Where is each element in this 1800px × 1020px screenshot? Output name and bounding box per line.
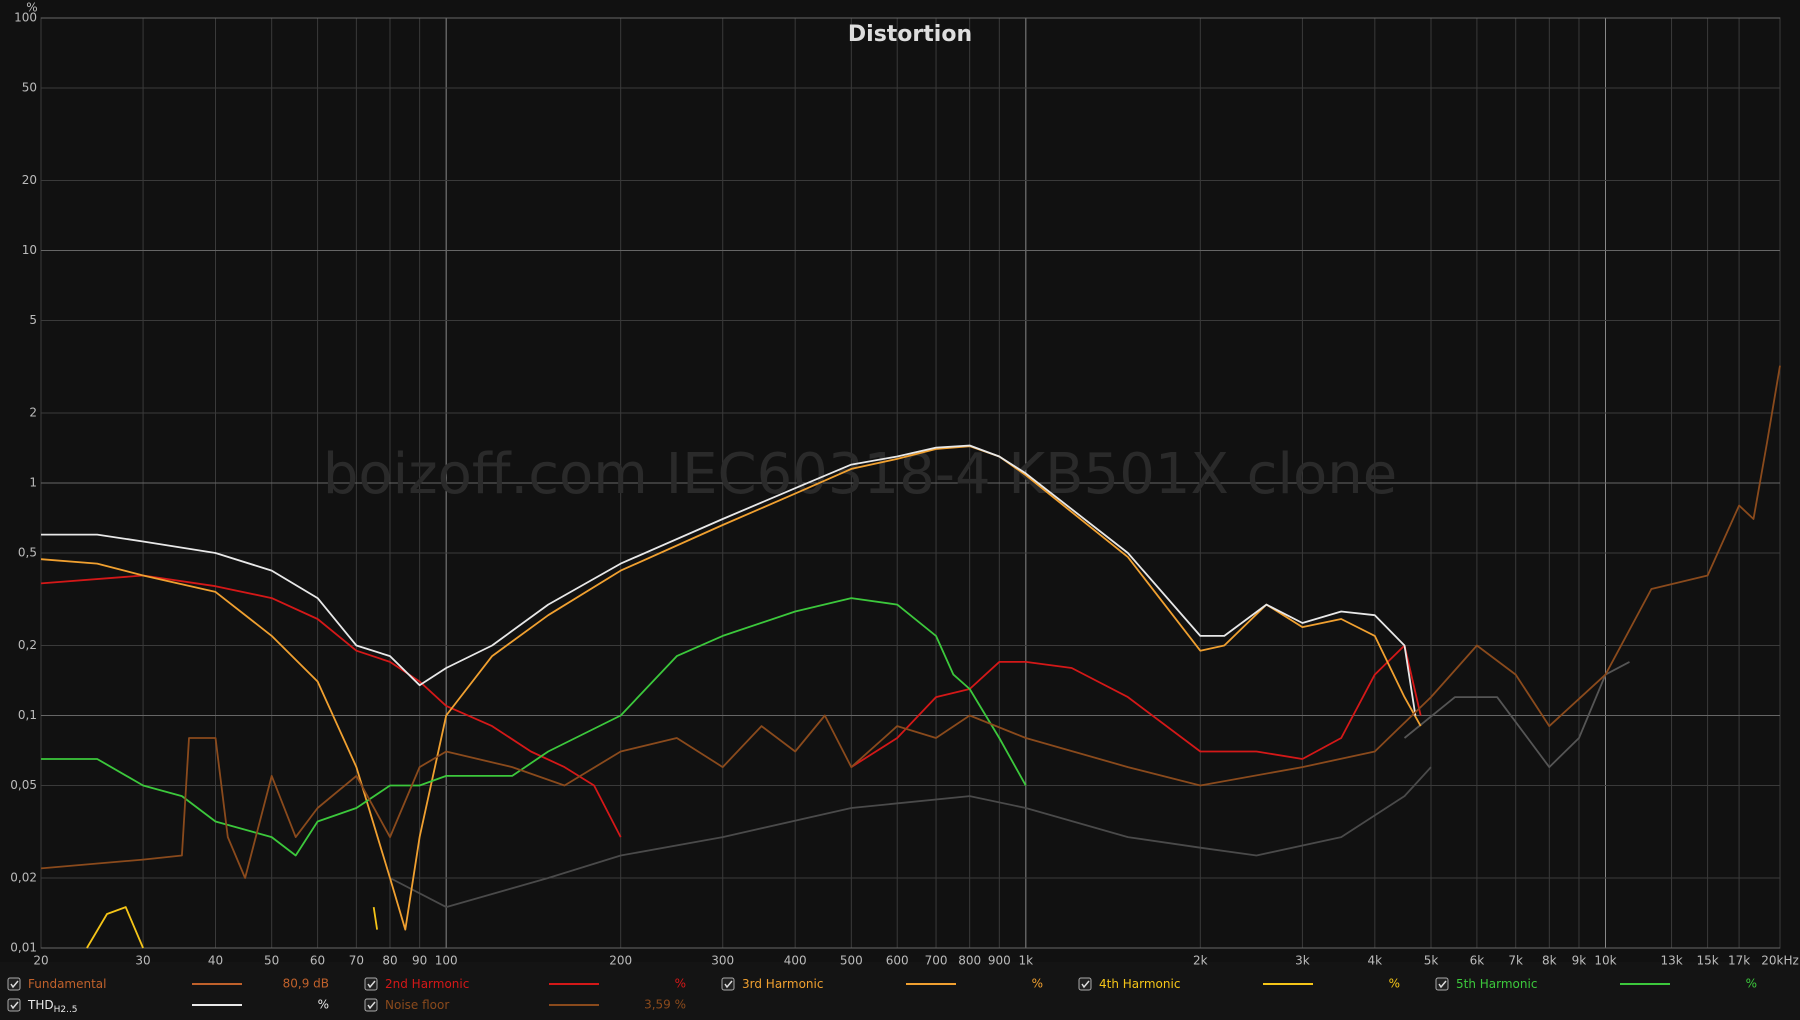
x-tick-label: 9k — [1572, 954, 1587, 968]
x-tick-label: 20kHz — [1761, 954, 1799, 968]
legend-checkbox[interactable] — [1435, 977, 1449, 991]
y-tick-label: 0,01 — [10, 941, 37, 955]
x-tick-label: 700 — [925, 954, 948, 968]
x-tick-label: 300 — [711, 954, 734, 968]
y-unit: % — [26, 1, 37, 15]
watermark: boizoff.com IEC60318-4 KB501X clone — [323, 442, 1397, 507]
plot-area — [40, 365, 1781, 949]
x-tick-label: 900 — [988, 954, 1011, 968]
y-tick-label: 1 — [29, 476, 37, 490]
x-tick-label: 200 — [609, 954, 632, 968]
legend-checkmark[interactable] — [367, 980, 376, 989]
x-tick-label: 10k — [1594, 954, 1616, 968]
y-tick-label: 10 — [22, 243, 37, 257]
legend-name-text: 5th Harmonic — [1456, 977, 1537, 991]
y-tick-label: 0,1 — [18, 708, 37, 722]
legend-name-text: Noise floor — [385, 998, 449, 1012]
x-tick-label: 60 — [310, 954, 325, 968]
legend-name-text: Fundamental — [28, 977, 107, 991]
legend-checkmark[interactable] — [10, 1001, 19, 1010]
legend-name-text: THD — [27, 998, 54, 1012]
legend-checkmark[interactable] — [724, 980, 733, 989]
legend: Fundamental 80,9 dB 2nd Harmonic% 3rd Harmo… — [7, 977, 1757, 1015]
legend-name: THDH2..5 — [27, 998, 78, 1015]
x-tick-label: 500 — [840, 954, 863, 968]
x-tick-label: 40 — [208, 954, 223, 968]
y-tick-label: 0,2 — [18, 638, 37, 652]
y-tick-label: 2 — [29, 406, 37, 420]
legend-readout: 80,9 dB — [283, 977, 329, 991]
legend-readout: % — [1032, 977, 1043, 991]
x-tick-label: 20 — [33, 954, 48, 968]
x-tick-label: 4k — [1368, 954, 1383, 968]
x-tick-label: 13k — [1660, 954, 1682, 968]
legend-checkmark[interactable] — [10, 980, 19, 989]
y-tick-label: 0,5 — [18, 545, 37, 559]
y-tick-label: 0,02 — [10, 871, 37, 885]
legend-checkbox[interactable] — [7, 977, 21, 991]
legend-name-text: 4th Harmonic — [1099, 977, 1180, 991]
x-tick-label: 15k — [1696, 954, 1718, 968]
x-tick-label: 6k — [1470, 954, 1485, 968]
x-tick-label: 70 — [349, 954, 364, 968]
x-tick-label: 2k — [1193, 954, 1208, 968]
x-tick-label: 600 — [886, 954, 909, 968]
legend-name: Fundamental — [28, 977, 107, 991]
x-tick-label: 100 — [435, 954, 458, 968]
legend-name-text: 2nd Harmonic — [385, 977, 469, 991]
y-tick-label: 5 — [29, 313, 37, 327]
legend-checkmark[interactable] — [367, 1001, 376, 1010]
grid: 20 30 40 50 60 70 80 90 100 200 300 400 500 600 700 800… — [10, 11, 1798, 968]
legend-name: 5th Harmonic — [1456, 977, 1537, 991]
legend-readout: % — [675, 977, 686, 991]
legend-readout: % — [1746, 977, 1757, 991]
series-line — [41, 597, 1027, 857]
legend-checkbox[interactable] — [7, 998, 21, 1012]
x-tick-label: 50 — [264, 954, 279, 968]
legend-checkbox[interactable] — [721, 977, 735, 991]
legend-checkmark[interactable] — [1081, 980, 1090, 989]
y-tick-label: 0,05 — [10, 778, 37, 792]
x-tick-label: 3k — [1295, 954, 1310, 968]
legend-name-subscript: H2..5 — [54, 1005, 78, 1015]
legend-name: 3rd Harmonic — [742, 977, 823, 991]
y-tick-label: 50 — [22, 80, 37, 94]
series-line — [41, 444, 1417, 716]
legend-name: 2nd Harmonic — [385, 977, 469, 991]
x-tick-label: 5k — [1424, 954, 1439, 968]
legend-checkbox[interactable] — [364, 998, 378, 1012]
legend-checkbox[interactable] — [364, 977, 378, 991]
y-tick-label: 100 — [14, 11, 37, 25]
legend-checkmark[interactable] — [1438, 980, 1447, 989]
x-tick-label: 1k — [1019, 954, 1034, 968]
x-tick-label: 400 — [784, 954, 807, 968]
series-line — [389, 766, 1432, 908]
x-tick-label: 90 — [412, 954, 427, 968]
legend-readout: 3,59 % — [644, 998, 686, 1012]
x-tick-label: 7k — [1508, 954, 1523, 968]
x-tick-label: 8k — [1542, 954, 1557, 968]
legend-checkbox[interactable] — [1078, 977, 1092, 991]
series-line — [86, 906, 378, 949]
x-tick-label: 30 — [135, 954, 150, 968]
legend-readout: % — [318, 998, 329, 1012]
y-tick-label: 20 — [22, 173, 37, 187]
legend-name-text: 3rd Harmonic — [742, 977, 823, 991]
chart-title: Distortion — [848, 22, 972, 47]
x-tick-label: 17k — [1728, 954, 1750, 968]
x-tick-label: 80 — [382, 954, 397, 968]
x-tick-label: 800 — [958, 954, 981, 968]
legend-panel — [0, 962, 1800, 1020]
series-line — [40, 365, 1781, 879]
legend-name: 4th Harmonic — [1099, 977, 1180, 991]
legend-readout: % — [1389, 977, 1400, 991]
legend-name: Noise floor — [385, 998, 449, 1012]
